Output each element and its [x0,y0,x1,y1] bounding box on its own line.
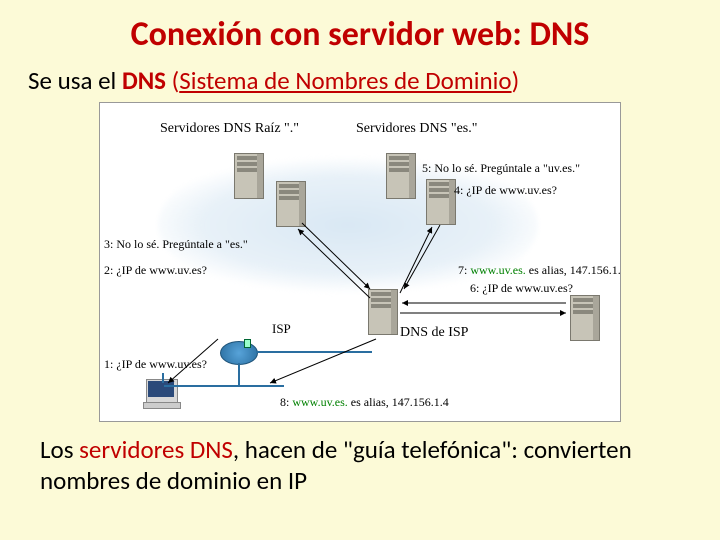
subtitle: Se usa el DNS (Sistema de Nombres de Dom… [28,65,692,96]
page-title: Conexión con servidor web: DNS [0,14,720,55]
step-6: 6: ¿IP de www.uv.es? [470,281,573,296]
net-line [238,363,240,385]
step-4: 4: ¿IP de www.uv.es? [454,183,557,198]
step-7-b: www.uv.es. [470,263,525,277]
server-uv-icon [570,295,600,341]
router-icon [220,341,258,365]
subtitle-close: ) [512,65,520,96]
step-7-a: 7: [458,263,470,277]
server-es-1-icon [386,153,416,199]
label-isp: ISP [272,321,291,337]
server-root-2-icon [276,181,306,227]
step-3: 3: No lo sé. Pregúntale a "es." [104,237,248,252]
step-7: 7: www.uv.es. es alias, 147.156.1.4 [458,263,621,278]
dns-diagram: Servidores DNS Raíz "." Servidores DNS "… [99,102,621,422]
label-root-servers: Servidores DNS Raíz "." [160,121,299,137]
subtitle-dns: DNS [122,65,166,96]
step-2: 2: ¿IP de www.uv.es? [104,263,207,278]
subtitle-pre: Se usa el [28,65,122,96]
server-es-2-icon [426,179,456,225]
subtitle-open: ( [166,65,179,96]
net-line [256,351,372,353]
step-1: 1: ¿IP de www.uv.es? [104,357,207,372]
bottom-text: Los servidores DNS, hacen de "guía telef… [40,434,692,497]
label-isp-dns: DNS de ISP [400,325,468,341]
step-8: 8: www.uv.es. es alias, 147.156.1.4 [280,395,449,410]
label-es-servers: Servidores DNS "es." [356,121,477,137]
server-isp-dns-icon [368,289,398,335]
server-root-1-icon [234,153,264,199]
step-8-b: www.uv.es. [292,395,347,409]
bottom-a: Los [40,434,79,465]
subtitle-full: Sistema de Nombres de Dominio [179,65,511,96]
step-8-a: 8: [280,395,292,409]
bottom-b: servidores DNS [79,434,233,465]
step-5: 5: No lo sé. Pregúntale a "uv.es." [422,161,580,176]
net-line [162,373,164,383]
net-line [164,385,284,387]
step-8-c: es alias, 147.156.1.4 [348,395,449,409]
step-7-c: es alias, 147.156.1.4 [526,263,621,277]
